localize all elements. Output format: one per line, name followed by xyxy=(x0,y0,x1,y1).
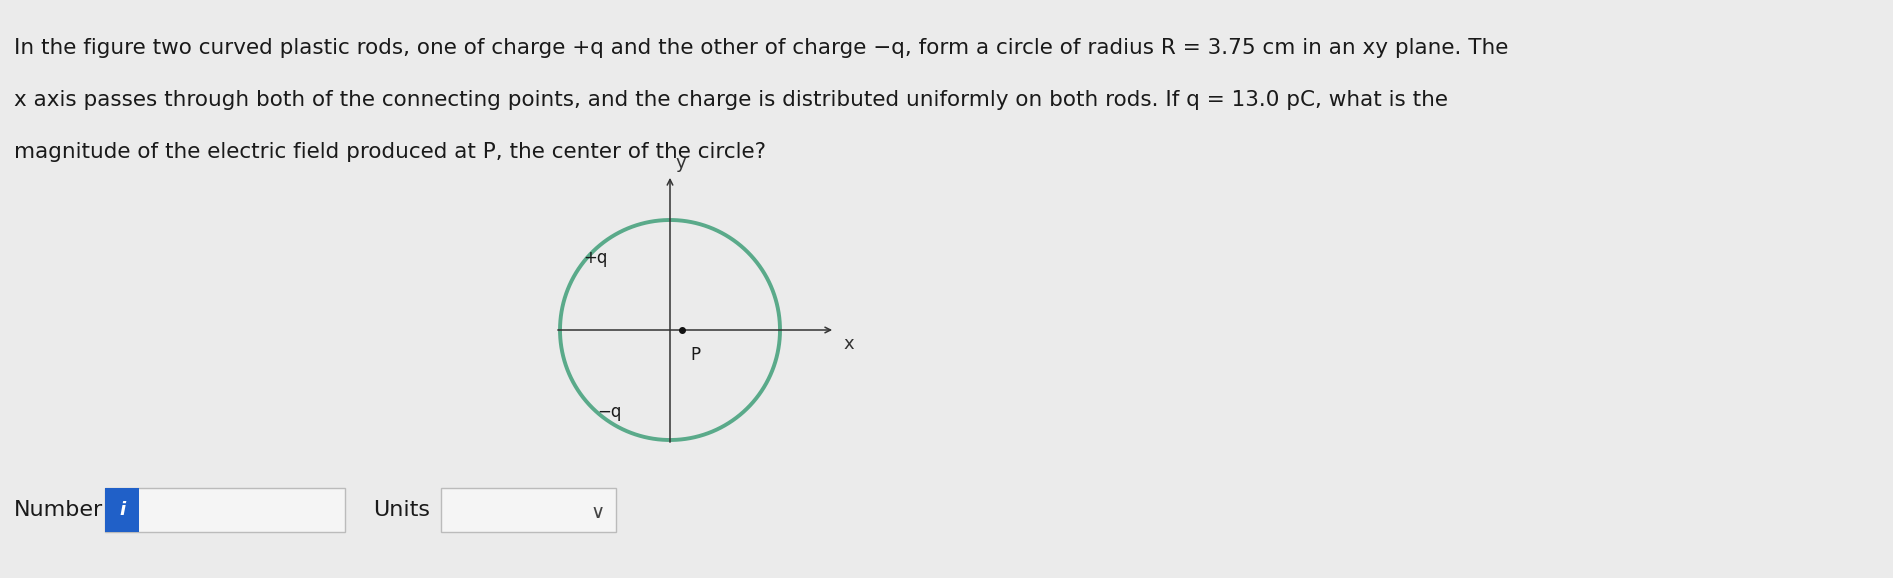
Text: +q: +q xyxy=(583,249,608,267)
Text: In the figure two curved plastic rods, one of charge +q and the other of charge : In the figure two curved plastic rods, o… xyxy=(13,38,1509,58)
Text: P: P xyxy=(691,346,700,364)
Bar xyxy=(104,488,345,532)
Text: y: y xyxy=(676,154,687,172)
Text: x: x xyxy=(842,335,854,353)
Bar xyxy=(441,488,615,532)
Text: i: i xyxy=(119,501,125,519)
Text: magnitude of the electric field produced at P, the center of the circle?: magnitude of the electric field produced… xyxy=(13,142,767,162)
Text: −q: −q xyxy=(598,403,623,421)
Text: Units: Units xyxy=(373,500,430,520)
Text: ∨: ∨ xyxy=(591,502,606,521)
Text: Number: Number xyxy=(13,500,104,520)
Bar xyxy=(104,488,138,532)
Text: x axis passes through both of the connecting points, and the charge is distribut: x axis passes through both of the connec… xyxy=(13,90,1448,110)
